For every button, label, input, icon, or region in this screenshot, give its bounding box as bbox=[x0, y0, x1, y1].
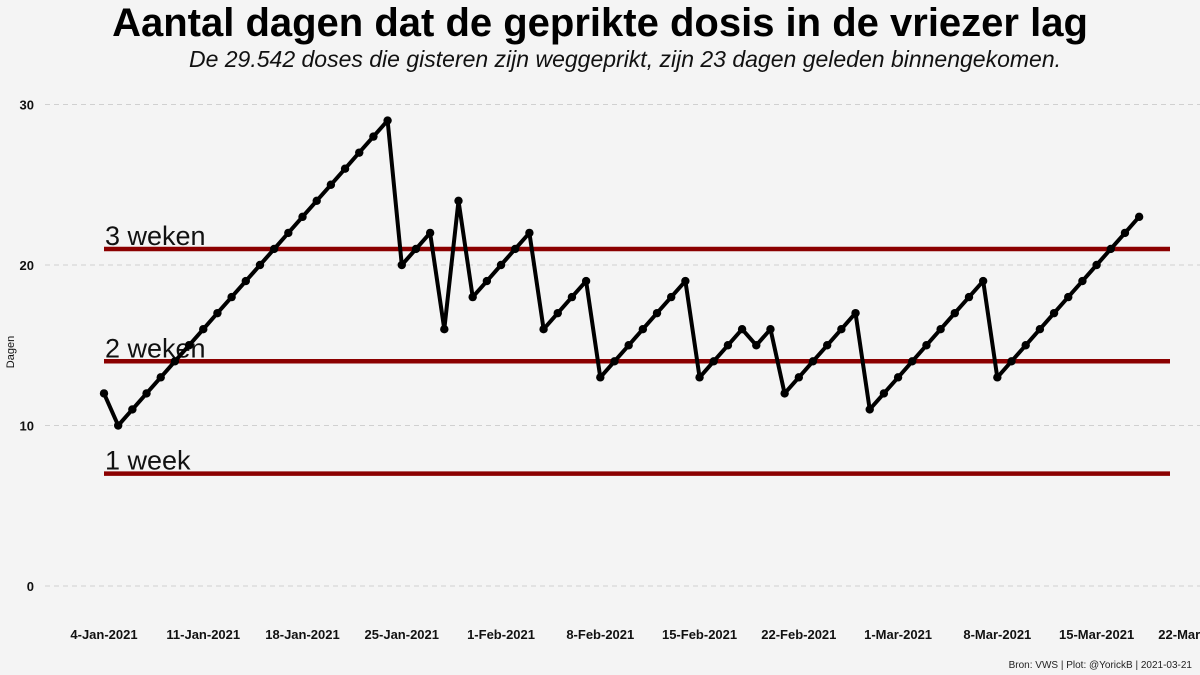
data-point bbox=[978, 276, 988, 286]
data-point bbox=[851, 308, 860, 318]
data-point bbox=[298, 212, 307, 222]
data-point bbox=[496, 260, 506, 270]
series-line bbox=[102, 118, 1141, 428]
x-tick-label: 25-Jan-2021 bbox=[365, 627, 439, 642]
data-point bbox=[184, 341, 194, 350]
data-point bbox=[1049, 308, 1059, 318]
data-point bbox=[908, 357, 917, 366]
data-point bbox=[752, 341, 761, 350]
y-axis-label: Dagen bbox=[5, 336, 17, 368]
data-point bbox=[610, 357, 619, 366]
x-tick-label: 15-Mar-2021 bbox=[1059, 627, 1134, 642]
data-point bbox=[1134, 212, 1144, 222]
data-point bbox=[808, 357, 818, 366]
data-point bbox=[1092, 260, 1101, 270]
data-point bbox=[525, 228, 534, 238]
data-point bbox=[681, 276, 690, 286]
data-point bbox=[638, 325, 648, 334]
data-point bbox=[1078, 276, 1087, 286]
x-tick-label: 8-Mar-2021 bbox=[963, 627, 1031, 642]
data-point bbox=[822, 341, 832, 350]
data-point bbox=[128, 405, 137, 414]
y-tick-label: 20 bbox=[20, 258, 34, 273]
data-point bbox=[468, 292, 477, 302]
data-point bbox=[397, 260, 406, 270]
data-point bbox=[454, 196, 463, 205]
data-point bbox=[1035, 325, 1045, 334]
x-tick-label: 11-Jan-2021 bbox=[166, 627, 240, 642]
data-point bbox=[425, 228, 435, 238]
x-tick-label: 22-Feb-2021 bbox=[761, 627, 836, 642]
data-point bbox=[326, 180, 336, 189]
data-point bbox=[567, 292, 577, 302]
x-tick-label: 1-Mar-2021 bbox=[864, 627, 932, 642]
data-point bbox=[667, 292, 676, 302]
data-point bbox=[482, 276, 492, 286]
data-point bbox=[199, 325, 208, 334]
data-point bbox=[241, 276, 250, 286]
data-point bbox=[284, 228, 293, 238]
y-tick-label: 30 bbox=[20, 98, 34, 113]
data-point bbox=[142, 389, 151, 398]
data-point bbox=[553, 308, 562, 318]
x-tick-label: 18-Jan-2021 bbox=[265, 627, 339, 642]
data-point bbox=[879, 389, 889, 398]
source-caption: Bron: VWS | Plot: @YorickB | 2021-03-21 bbox=[1008, 660, 1192, 671]
data-point bbox=[893, 373, 903, 382]
data-point bbox=[695, 373, 704, 382]
data-point bbox=[369, 132, 378, 141]
data-point bbox=[964, 292, 974, 302]
data-point bbox=[156, 373, 165, 382]
x-tick-label: 4-Jan-2021 bbox=[70, 627, 137, 642]
y-tick-label: 10 bbox=[20, 419, 34, 434]
data-point bbox=[255, 260, 265, 270]
data-point bbox=[837, 325, 846, 334]
data-point bbox=[737, 325, 747, 334]
data-point bbox=[865, 405, 874, 414]
data-point bbox=[340, 164, 350, 173]
data-point bbox=[922, 341, 931, 350]
data-point bbox=[411, 244, 421, 254]
data-point bbox=[596, 373, 605, 382]
data-point bbox=[539, 325, 548, 334]
data-point bbox=[511, 244, 520, 254]
x-tick-label: 8-Feb-2021 bbox=[566, 627, 634, 642]
x-tick-label: 22-Mar-2021 bbox=[1158, 627, 1200, 642]
data-point bbox=[1064, 292, 1073, 302]
data-point bbox=[170, 357, 180, 366]
data-point bbox=[936, 325, 945, 334]
data-point bbox=[1007, 357, 1016, 366]
data-point bbox=[780, 389, 789, 398]
data-point bbox=[227, 292, 236, 302]
data-point bbox=[624, 341, 633, 350]
data-point bbox=[993, 373, 1002, 382]
data-point bbox=[99, 389, 109, 398]
data-point bbox=[312, 196, 321, 205]
data-point bbox=[1106, 244, 1115, 254]
x-tick-label: 15-Feb-2021 bbox=[662, 627, 737, 642]
data-point bbox=[709, 357, 718, 366]
data-point bbox=[766, 325, 775, 334]
chart-subtitle: De 29.542 doses die gisteren zijn weggep… bbox=[188, 46, 1062, 72]
data-point bbox=[113, 421, 123, 430]
data-point bbox=[1021, 341, 1030, 350]
reference-line-label: 1 week bbox=[105, 446, 191, 476]
data-point bbox=[723, 341, 733, 350]
x-tick-label: 1-Feb-2021 bbox=[467, 627, 535, 642]
data-point bbox=[794, 373, 804, 382]
data-point bbox=[355, 148, 364, 157]
data-point bbox=[213, 308, 222, 318]
data-point bbox=[440, 325, 449, 334]
data-point bbox=[383, 116, 392, 125]
y-tick-label: 0 bbox=[27, 579, 34, 594]
data-point bbox=[652, 308, 662, 318]
data-point bbox=[581, 276, 591, 286]
data-point bbox=[1120, 228, 1130, 238]
data-point bbox=[269, 244, 279, 254]
reference-line-label: 3 weken bbox=[105, 221, 206, 251]
data-point bbox=[950, 308, 959, 318]
chart-title: Aantal dagen dat de geprikte dosis in de… bbox=[112, 1, 1088, 45]
